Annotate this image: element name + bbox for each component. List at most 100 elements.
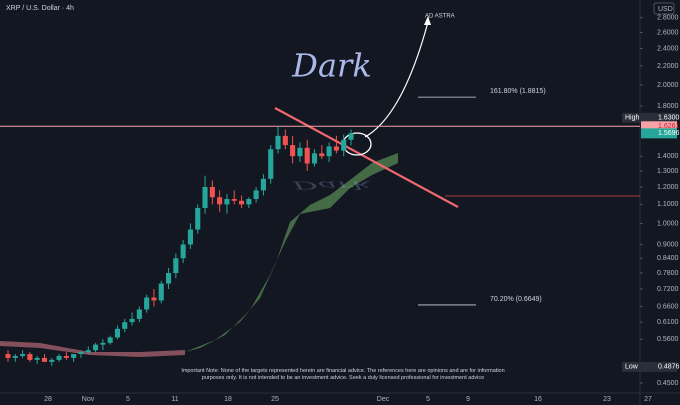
candle-body <box>12 355 18 358</box>
candle-body <box>238 200 245 205</box>
disclaimer: Important Note: None of the targets repr… <box>181 368 505 381</box>
candle-body <box>180 244 186 259</box>
candle-body <box>202 186 208 209</box>
x-tick-label: 16 <box>534 396 542 403</box>
price-label-box <box>641 121 677 132</box>
candle-body <box>268 149 274 179</box>
candle-body <box>165 273 172 284</box>
chart-title: XRP / U.S. Dollar · 4h <box>6 5 74 12</box>
price-label-name-box <box>622 112 641 123</box>
candle-body <box>20 354 26 356</box>
trend-line <box>274 107 459 208</box>
candle-body <box>129 318 135 323</box>
brand-reflection: Dark <box>291 179 372 192</box>
candle-body <box>158 283 164 301</box>
candle-body <box>348 133 354 140</box>
candle-body <box>341 139 347 151</box>
price-label: 1.6300 <box>658 115 680 122</box>
candle-body <box>27 354 33 360</box>
candle-body <box>304 147 310 164</box>
currency-box <box>653 2 675 15</box>
y-tick-label: 2.6000 <box>657 29 679 36</box>
y-tick-label: 0.7200 <box>657 286 679 293</box>
candle-body <box>144 297 150 310</box>
candle-body <box>311 153 318 164</box>
cloud-bearish <box>0 341 185 357</box>
candle-body <box>151 297 157 301</box>
price-label: 1.5696 <box>658 130 680 137</box>
candle-body <box>107 337 113 343</box>
brand: Dark <box>291 47 371 85</box>
y-tick-label: 1.4000 <box>657 153 679 160</box>
candle-body <box>93 344 99 351</box>
candle-body <box>85 350 91 353</box>
candle-body <box>122 322 128 329</box>
y-tick-label: 1.2000 <box>657 184 679 191</box>
y-tick-label: 2.4000 <box>657 45 679 52</box>
x-tick-label: 5 <box>426 396 430 403</box>
x-tick-label: Nov <box>82 396 95 403</box>
price-label-box <box>641 128 677 139</box>
price-label-name-box <box>622 361 641 372</box>
price-label-name: Low <box>625 364 639 371</box>
x-tick-label: 27 <box>644 396 652 403</box>
candle-body <box>49 359 55 362</box>
y-tick-label: 0.7800 <box>657 270 679 277</box>
candle-body <box>217 197 223 205</box>
candle-body <box>253 190 259 199</box>
x-tick-label: 18 <box>224 396 232 403</box>
price-label: 0.4876 <box>658 364 680 371</box>
candle-body <box>290 145 296 157</box>
candle-body <box>114 328 121 338</box>
candle-body <box>297 147 303 157</box>
y-tick-label: 2.0000 <box>657 82 679 89</box>
candle-body <box>34 357 40 360</box>
y-tick-label: 2.8000 <box>657 15 679 22</box>
target-label: AD ASTRA <box>425 14 455 20</box>
x-tick-label: 5 <box>126 396 130 403</box>
candle-body <box>41 357 48 362</box>
candle-body <box>246 198 252 205</box>
price-label-name: High <box>625 115 640 122</box>
y-tick-label: 1.3000 <box>657 168 679 175</box>
candle-body <box>260 178 266 191</box>
candle-body <box>78 352 84 355</box>
x-tick-label: 25 <box>271 396 279 403</box>
candle-body <box>319 153 325 157</box>
candle-body <box>209 186 215 198</box>
x-tick-label: 23 <box>603 396 611 403</box>
candle-body <box>56 355 62 360</box>
x-tick-label: 28 <box>44 396 52 403</box>
y-tick-label: 2.2000 <box>657 63 679 70</box>
candle-body <box>173 258 179 274</box>
y-tick-label: 1.1000 <box>657 201 679 208</box>
candle-body <box>224 198 230 205</box>
x-tick-label: Dec <box>377 396 390 403</box>
candle-body <box>187 229 194 245</box>
candle-body <box>275 135 281 150</box>
x-tick-label: 9 <box>466 396 470 403</box>
y-tick-label: 0.9000 <box>657 241 679 248</box>
candle-body <box>5 354 11 358</box>
y-tick-label: 0.8400 <box>657 255 679 262</box>
fib-label: 161.80% (1.8815) <box>490 88 546 95</box>
candle-body <box>63 355 69 358</box>
y-tick-label: 1.8000 <box>657 103 679 110</box>
candle-body <box>71 354 77 358</box>
candle-body <box>231 198 237 201</box>
candle-body <box>100 342 106 345</box>
y-tick-label: 0.4500 <box>657 380 679 387</box>
price-label-box <box>641 361 677 372</box>
candle-body <box>282 135 288 146</box>
y-tick-label: 0.6600 <box>657 303 679 310</box>
y-tick-label: 1.0000 <box>657 220 679 227</box>
arrow <box>364 21 429 138</box>
candle-body <box>136 309 142 319</box>
price-label: 1.6261 <box>658 123 680 130</box>
fib-label: 70.20% (0.6649) <box>490 296 542 303</box>
arrow-head <box>424 16 431 25</box>
candle-body <box>326 146 332 157</box>
